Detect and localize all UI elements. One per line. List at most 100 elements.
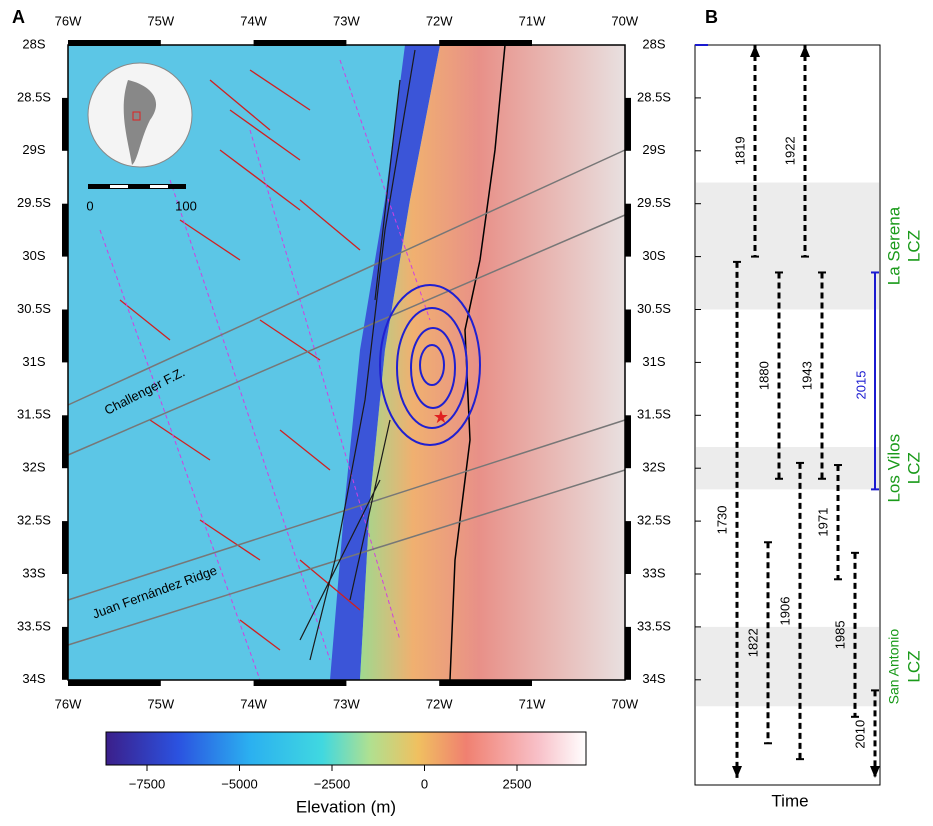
lat-label: 30.5S [17,301,51,316]
rupture-year: 1822 [745,628,760,657]
zone-suffix: LCZ [904,230,923,262]
frame-tick [62,98,68,151]
frame-tick [625,627,631,680]
inset-globe [88,63,192,167]
lat-label: 31S [22,354,45,369]
rupture-year: 2010 [852,720,867,749]
rupture-year: 1880 [756,361,771,390]
lat-label: 31.5S [17,407,51,422]
frame-tick [625,310,631,363]
frame-tick [625,415,631,468]
lat-label: 28.5S [17,89,51,104]
zone-band [696,627,879,706]
timeline-axis-title: Time [771,791,808,810]
lon-label: 76W [55,13,82,28]
lon-label: 76W [55,696,82,711]
rupture-year: 1906 [777,597,792,626]
lat-label: 29S [22,142,45,157]
lon-label: 75W [147,13,174,28]
panel-label: A [12,7,25,27]
figure: A B ★ 0 100 [0,0,933,821]
rupture-year: 1943 [799,361,814,390]
frame-tick [62,521,68,574]
arrow [750,45,760,57]
lat-label: 29S [642,142,665,157]
lat-label: 30S [642,248,665,263]
zone-band [696,183,879,310]
lat-label: 28S [22,36,45,51]
frame-tick [68,40,161,46]
lat-label: 33.5S [17,618,51,633]
lat-label: 34S [22,671,45,686]
map: ★ 0 100 Challenger F.Z. Juan Fernández R… [68,45,625,680]
lon-label: 70W [611,696,638,711]
frame-tick [62,310,68,363]
frame-tick [254,40,347,46]
frame-tick [625,98,631,151]
lon-label: 70W [611,13,638,28]
lat-label: 31S [642,354,665,369]
lon-label: 75W [147,696,174,711]
rupture-year: 1730 [714,505,729,534]
lat-label: 30.5S [637,301,671,316]
frame-tick [439,680,532,686]
frame-tick [62,204,68,257]
lat-label: 32.5S [17,513,51,528]
rupture-year: 1922 [782,136,797,165]
frame-tick [62,415,68,468]
zone-name: Los Vilos [884,434,903,503]
rupture-year: 1985 [832,620,847,649]
colorbar [106,732,586,765]
lat-label: 32.5S [637,513,671,528]
rupture-year: 1819 [732,136,747,165]
zone-name: San Antonio [886,629,902,705]
lat-label: 32S [642,460,665,475]
colorbar-title: Elevation (m) [296,797,396,816]
frame-tick [625,204,631,257]
colorbar-tick-label: −2500 [314,776,351,791]
lat-label: 28S [642,36,665,51]
scale-label: 0 [86,198,93,213]
zone-name: La Serena [884,206,903,285]
lat-label: 33S [22,565,45,580]
lat-label: 29.5S [637,195,671,210]
lat-label: 30S [22,248,45,263]
arrow [732,766,742,778]
scale-bar [88,184,186,189]
scale-label: 100 [175,198,197,213]
panel-label: B [705,7,718,27]
lon-label: 74W [240,696,267,711]
rupture-year: 2015 [853,371,868,400]
zone-band [696,447,879,489]
frame-tick [254,680,347,686]
arrow [800,45,810,57]
lat-label: 32S [22,460,45,475]
lat-label: 33.5S [637,618,671,633]
frame-tick [62,627,68,680]
zone-suffix: LCZ [904,651,923,683]
frame-tick [625,521,631,574]
lon-label: 73W [333,696,360,711]
colorbar-tick-label: −5000 [221,776,258,791]
lat-label: 31.5S [637,407,671,422]
epicenter: ★ [433,407,449,427]
rupture-year: 1971 [815,508,830,537]
lat-label: 28.5S [637,89,671,104]
lon-label: 72W [426,696,453,711]
colorbar-tick-label: −7500 [129,776,166,791]
lat-label: 29.5S [17,195,51,210]
lat-label: 34S [642,671,665,686]
zone-suffix: LCZ [904,452,923,484]
frame-tick [439,40,532,46]
lon-label: 71W [519,696,546,711]
lon-label: 71W [519,13,546,28]
colorbar-tick-label: 2500 [503,776,532,791]
lon-label: 72W [426,13,453,28]
lat-label: 33S [642,565,665,580]
arrow [870,766,880,778]
colorbar-tick-label: 0 [421,776,428,791]
lon-label: 74W [240,13,267,28]
